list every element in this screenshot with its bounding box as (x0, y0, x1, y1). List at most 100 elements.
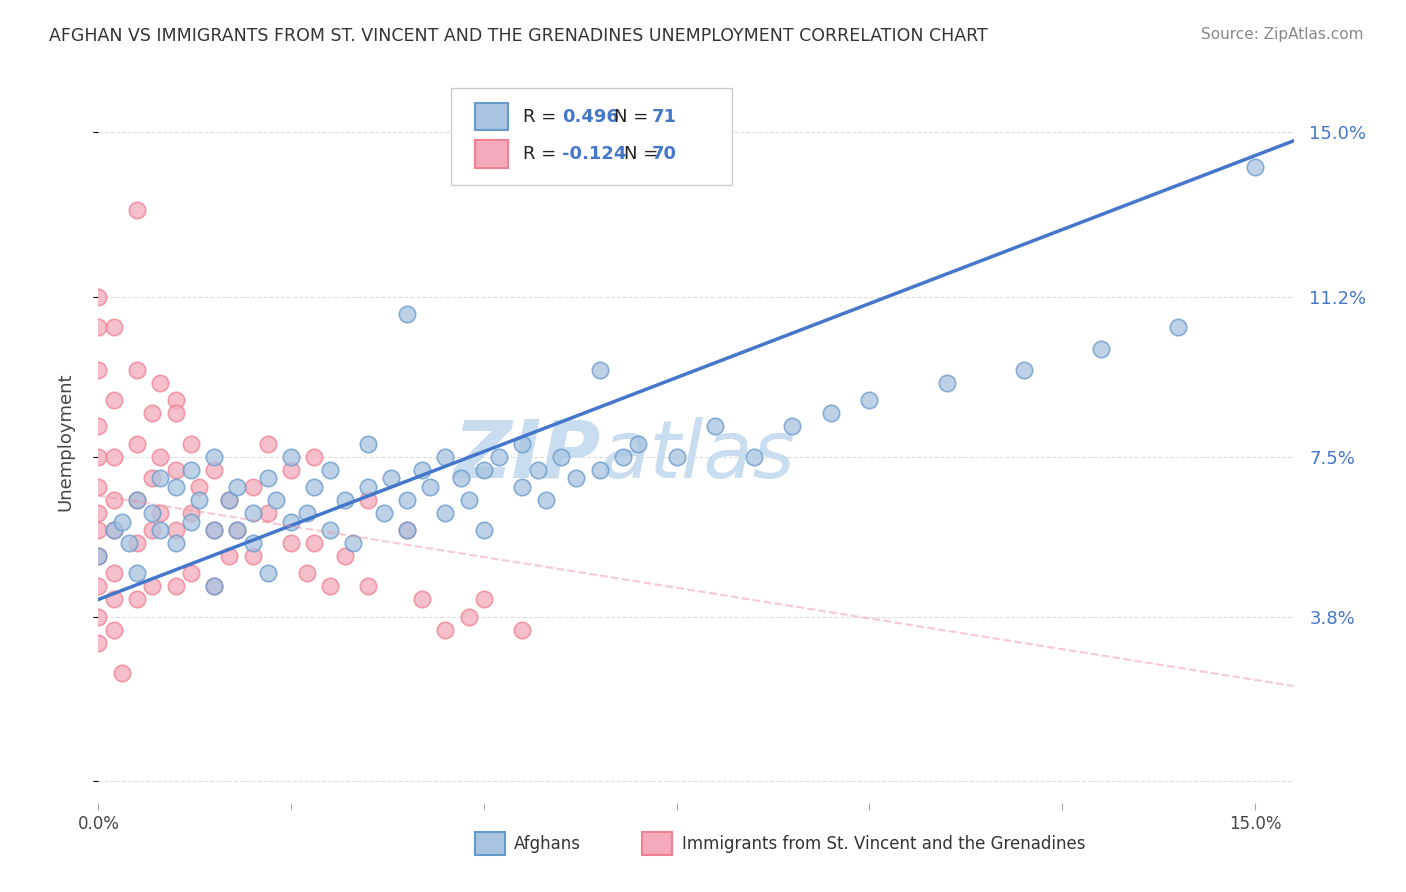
Point (87, 419, 110, 434)
Point (103, 523, 125, 537)
Point (257, 506, 280, 520)
Point (125, 492, 148, 507)
Point (395, 523, 418, 537)
Point (125, 536, 148, 550)
Point (588, 463, 610, 477)
Point (333, 492, 356, 507)
Text: 0.496: 0.496 (562, 108, 619, 126)
Point (226, 523, 249, 537)
Point (149, 376, 172, 391)
Point (264, 492, 287, 507)
Point (110, 665, 132, 680)
Point (218, 492, 240, 507)
Point (165, 393, 187, 408)
Point (295, 566, 318, 581)
Point (1012, 363, 1035, 377)
Text: ZIP: ZIP (453, 417, 600, 495)
Point (380, 471, 402, 485)
Point (280, 450, 302, 464)
Point (202, 579, 225, 593)
Point (165, 579, 187, 593)
Point (87, 549, 110, 564)
Point (202, 523, 225, 537)
Point (782, 419, 804, 434)
Text: 71: 71 (652, 108, 676, 126)
Point (141, 579, 163, 593)
Point (488, 450, 510, 464)
Text: 70: 70 (652, 145, 676, 163)
Point (180, 566, 202, 581)
Point (118, 536, 141, 550)
Text: AFGHAN VS IMMIGRANTS FROM ST. VINCENT AND THE GRENADINES UNEMPLOYMENT CORRELATIO: AFGHAN VS IMMIGRANTS FROM ST. VINCENT AN… (49, 27, 988, 45)
Point (411, 592, 433, 607)
Text: R =: R = (523, 145, 561, 163)
Point (319, 523, 342, 537)
Point (87, 319, 110, 334)
Point (187, 480, 209, 494)
Point (665, 450, 688, 464)
Point (858, 393, 880, 408)
Point (149, 450, 172, 464)
Point (180, 436, 202, 450)
Point (103, 566, 125, 581)
Point (180, 463, 202, 477)
Point (742, 450, 765, 464)
Point (319, 579, 342, 593)
Point (1244, 160, 1267, 174)
Point (125, 203, 148, 218)
Point (935, 376, 957, 391)
Point (357, 579, 380, 593)
Point (612, 450, 634, 464)
Point (395, 307, 418, 321)
Point (165, 406, 187, 420)
Point (202, 579, 225, 593)
Point (280, 536, 302, 550)
Point (226, 523, 249, 537)
Point (450, 471, 472, 485)
Point (257, 471, 280, 485)
Point (87, 579, 110, 593)
Point (149, 506, 172, 520)
FancyBboxPatch shape (475, 140, 509, 168)
Point (333, 549, 356, 564)
Point (434, 450, 457, 464)
Point (527, 463, 550, 477)
Point (218, 492, 240, 507)
Point (627, 436, 650, 450)
Point (472, 463, 495, 477)
Point (319, 463, 342, 477)
Point (257, 566, 280, 581)
Point (280, 463, 302, 477)
Point (103, 319, 125, 334)
Point (304, 536, 326, 550)
Point (304, 480, 326, 494)
Y-axis label: Unemployment: Unemployment (56, 372, 75, 511)
Text: N =: N = (613, 108, 654, 126)
Point (202, 463, 225, 477)
Point (202, 450, 225, 464)
Point (125, 363, 148, 377)
Text: Afghans: Afghans (515, 835, 581, 853)
Point (87, 480, 110, 494)
Point (87, 636, 110, 650)
Point (242, 480, 264, 494)
Text: -0.124: -0.124 (562, 145, 627, 163)
Point (457, 492, 479, 507)
Point (180, 515, 202, 529)
Point (434, 623, 457, 637)
Text: R =: R = (523, 108, 561, 126)
Point (202, 523, 225, 537)
Point (512, 436, 534, 450)
Point (226, 480, 249, 494)
Point (187, 492, 209, 507)
Point (141, 523, 163, 537)
Point (565, 471, 588, 485)
Point (165, 463, 187, 477)
Point (110, 515, 132, 529)
Point (141, 406, 163, 420)
Point (395, 492, 418, 507)
Point (103, 492, 125, 507)
Point (149, 523, 172, 537)
Point (534, 492, 557, 507)
Point (218, 549, 240, 564)
